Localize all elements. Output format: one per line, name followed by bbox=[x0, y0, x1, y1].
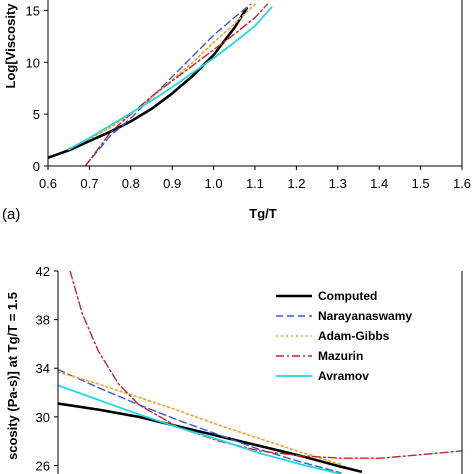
series-line-mazurin bbox=[69, 271, 462, 459]
series-line-computed bbox=[58, 402, 363, 473]
chart-b: 26 30 34 38 42 scosity (Pa-s)] at Tg/T = 1.5 C… bbox=[5, 264, 463, 474]
y-axis-title: scosity (Pa-s)] at Tg/T = 1.5 bbox=[5, 292, 20, 460]
y-tick-label: 5 bbox=[33, 107, 40, 122]
series-line-adam-gibbs bbox=[58, 371, 342, 466]
x-tick-label: 0.9 bbox=[163, 176, 181, 191]
legend-label-mazurin: Mazurin bbox=[318, 349, 363, 363]
y-axis-title: Log[Viscosity bbox=[3, 3, 18, 89]
x-tick-label: 1.6 bbox=[453, 176, 471, 191]
y-tick-label: 30 bbox=[36, 410, 50, 425]
y-tick-label: 34 bbox=[36, 361, 50, 376]
y-tick-label: 42 bbox=[36, 264, 50, 279]
legend: Computed Narayanaswamy Adam-Gibbs Mazurin Av… bbox=[276, 289, 412, 383]
panel-label: (a) bbox=[2, 206, 20, 223]
y-tick-label: 26 bbox=[36, 458, 50, 473]
series-line-narayanaswamy bbox=[84, 3, 252, 166]
series-line-adam-gibbs bbox=[67, 3, 256, 150]
series-line-avramov bbox=[58, 384, 342, 474]
legend-label-computed: Computed bbox=[318, 289, 377, 303]
x-tick-label: 1.1 bbox=[246, 176, 264, 191]
x-tick-label: 1.5 bbox=[412, 176, 430, 191]
y-tick-label: 15 bbox=[26, 3, 40, 18]
x-tick-label: 0.6 bbox=[39, 176, 57, 191]
x-tick-label: 1.2 bbox=[287, 176, 305, 191]
series-line-narayanaswamy bbox=[58, 368, 342, 474]
x-tick-label: 0.8 bbox=[122, 176, 140, 191]
x-tick-label: 1.0 bbox=[205, 176, 223, 191]
legend-label-narayanaswamy: Narayanaswamy bbox=[318, 309, 412, 323]
x-axis-title: Tg/T bbox=[249, 206, 276, 221]
series-line-computed bbox=[48, 7, 248, 159]
legend-label-adam-gibbs: Adam-Gibbs bbox=[318, 329, 390, 343]
series-line-avramov bbox=[67, 6, 273, 151]
chart-a: 0.6 0.7 0.8 0.9 1.0 1.1 1.2 1.3 1.4 1.5 1.6 0 5 10 15 T… bbox=[2, 0, 471, 223]
y-tick-label: 10 bbox=[26, 55, 40, 70]
x-tick-label: 1.4 bbox=[370, 176, 388, 191]
x-tick-label: 1.3 bbox=[329, 176, 347, 191]
series-line-mazurin bbox=[84, 3, 269, 166]
y-tick-label: 38 bbox=[36, 313, 50, 328]
x-tick-label: 0.7 bbox=[80, 176, 98, 191]
legend-label-avramov: Avramov bbox=[318, 369, 369, 383]
y-tick-label: 0 bbox=[33, 159, 40, 174]
